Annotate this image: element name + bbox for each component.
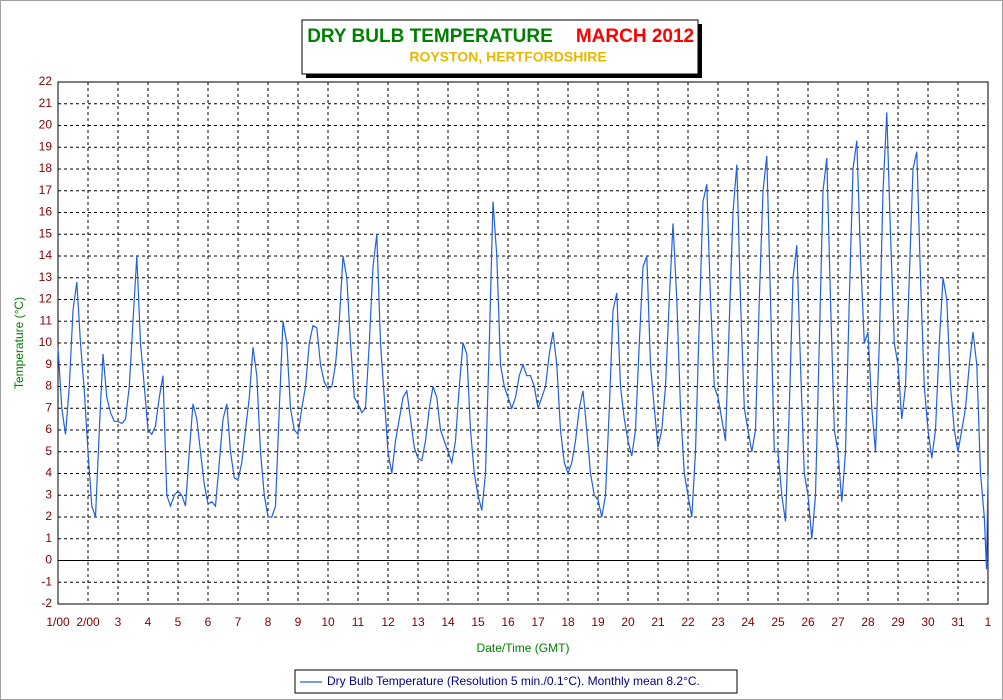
y-tick-label: 18: [39, 161, 53, 175]
y-tick-label: 6: [45, 422, 52, 436]
x-tick-label: 17: [531, 615, 545, 629]
y-tick-label: -1: [41, 574, 52, 588]
x-tick-label: 21: [651, 615, 665, 629]
y-axis-label: Temperature (°C): [12, 297, 26, 389]
x-tick-label: 6: [205, 615, 212, 629]
y-tick-label: 10: [39, 335, 53, 349]
y-tick-label: 1: [45, 531, 52, 545]
x-tick-label: 13: [411, 615, 425, 629]
y-tick-label: 16: [39, 205, 53, 219]
x-tick-label: 27: [831, 615, 845, 629]
y-tick-label: 7: [45, 400, 52, 414]
x-tick-label: 22: [681, 615, 695, 629]
legend-label: Dry Bulb Temperature (Resolution 5 min./…: [327, 674, 700, 688]
y-tick-label: 4: [45, 466, 52, 480]
y-tick-label: 22: [39, 74, 53, 88]
x-tick-label: 8: [265, 615, 272, 629]
x-tick-label: 28: [861, 615, 875, 629]
x-tick-label: 1: [985, 615, 992, 629]
y-tick-label: 17: [39, 183, 53, 197]
y-tick-label: 9: [45, 357, 52, 371]
x-tick-label: 4: [145, 615, 152, 629]
plot-border: [57, 81, 989, 605]
chart-title-month: MARCH 2012: [576, 26, 694, 47]
x-tick-label: 16: [501, 615, 515, 629]
y-tick-label: 3: [45, 487, 52, 501]
y-tick-label: 0: [45, 553, 52, 567]
x-tick-label: 1/00: [46, 615, 70, 629]
x-tick-label: 12: [381, 615, 395, 629]
y-tick-label: 15: [39, 226, 53, 240]
x-tick-label: 14: [441, 615, 455, 629]
x-tick-label: 20: [621, 615, 635, 629]
x-tick-label: 7: [235, 615, 242, 629]
y-tick-label: 11: [40, 313, 53, 327]
legend-box: [294, 669, 738, 694]
y-tick-label: 13: [39, 270, 53, 284]
x-tick-label: 10: [321, 615, 335, 629]
chart-subtitle: ROYSTON, HERTFORDSHIRE: [409, 49, 606, 65]
x-tick-label: 9: [295, 615, 302, 629]
x-tick-label: 3: [115, 615, 122, 629]
x-tick-label: 11: [352, 615, 365, 629]
x-tick-label: 15: [471, 615, 485, 629]
x-tick-label: 29: [891, 615, 905, 629]
y-tick-label: 14: [39, 248, 53, 262]
x-tick-label: 25: [771, 615, 785, 629]
series-line: [57, 112, 989, 570]
y-tick-label: 8: [45, 379, 52, 393]
x-tick-label: 2/00: [76, 615, 100, 629]
y-tick-label: 21: [39, 96, 53, 110]
y-tick-label: 20: [39, 118, 53, 132]
x-tick-label: 23: [711, 615, 725, 629]
x-tick-label: 19: [591, 615, 605, 629]
chart-title: DRY BULB TEMPERATURE: [307, 26, 553, 47]
x-tick-label: 5: [175, 615, 182, 629]
x-tick-label: 18: [561, 615, 575, 629]
x-tick-label: 31: [951, 615, 965, 629]
y-tick-label: 2: [45, 509, 52, 523]
x-axis-label: Date/Time (GMT): [477, 641, 570, 655]
title-box: [301, 19, 699, 75]
y-tick-label: -2: [41, 596, 52, 610]
y-tick-label: 19: [39, 139, 53, 153]
x-tick-label: 30: [921, 615, 935, 629]
y-tick-label: 12: [39, 292, 53, 306]
x-tick-label: 24: [741, 615, 755, 629]
x-tick-label: 26: [801, 615, 815, 629]
y-tick-label: 5: [45, 444, 52, 458]
